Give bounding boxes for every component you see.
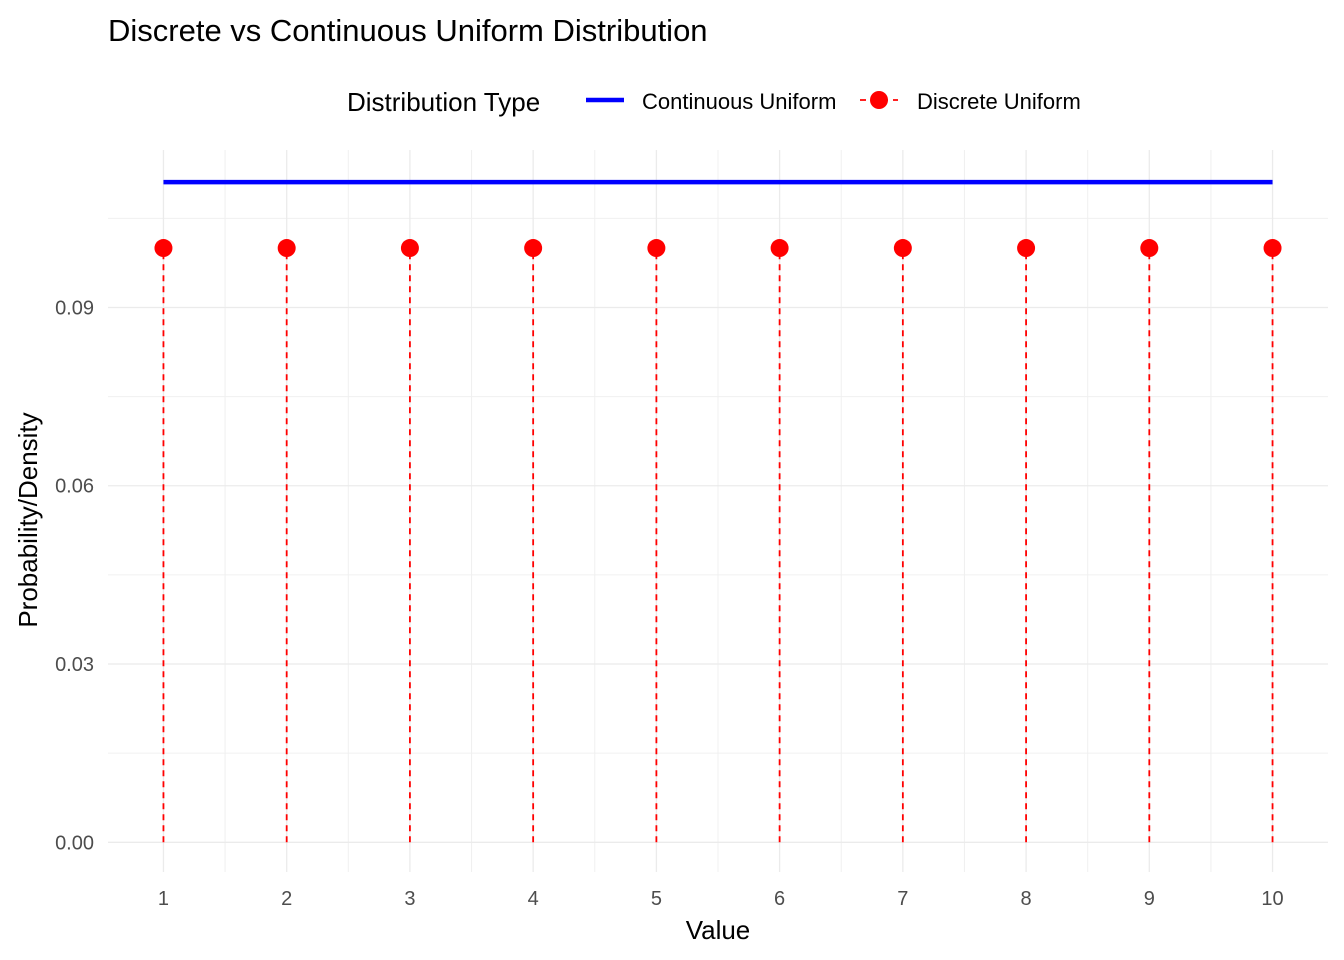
x-tick-label: 5 (651, 888, 662, 910)
discrete-point (1140, 239, 1159, 258)
y-tick-label: 0.09 (55, 297, 94, 319)
legend-key-discrete-point (870, 91, 888, 109)
grid-minor (108, 150, 1328, 872)
x-tick-label: 10 (1261, 888, 1283, 910)
discrete-point (1263, 239, 1282, 258)
y-axis-tick-labels: 0.00 0.03 0.06 0.09 (55, 297, 94, 854)
discrete-point (1017, 239, 1036, 258)
discrete-point (400, 239, 419, 258)
y-tick-label: 0.03 (55, 654, 94, 676)
legend: Distribution Type Continuous Uniform Dis… (347, 87, 1081, 117)
discrete-point (154, 239, 173, 258)
x-tick-label: 9 (1144, 888, 1155, 910)
discrete-point (647, 239, 666, 258)
legend-label-discrete: Discrete Uniform (917, 89, 1081, 114)
x-tick-label: 2 (281, 888, 292, 910)
x-tick-label: 1 (158, 888, 169, 910)
discrete-point (277, 239, 296, 258)
x-axis-tick-labels: 1 2 3 4 5 6 7 8 9 10 (158, 888, 1284, 910)
x-tick-label: 6 (774, 888, 785, 910)
x-axis-title: Value (686, 915, 751, 945)
y-tick-label: 0.06 (55, 476, 94, 498)
y-axis-title: Probability/Density (13, 412, 43, 627)
discrete-point (893, 239, 912, 258)
discrete-point (524, 239, 543, 258)
legend-title: Distribution Type (347, 87, 540, 117)
x-tick-label: 8 (1021, 888, 1032, 910)
legend-label-continuous: Continuous Uniform (642, 89, 836, 114)
plot-area (154, 179, 1282, 843)
chart-title: Discrete vs Continuous Uniform Distribut… (108, 13, 708, 48)
x-tick-label: 4 (528, 888, 539, 910)
y-tick-label: 0.00 (55, 832, 94, 854)
discrete-point (770, 239, 789, 258)
x-tick-label: 7 (897, 888, 908, 910)
x-tick-label: 3 (404, 888, 415, 910)
